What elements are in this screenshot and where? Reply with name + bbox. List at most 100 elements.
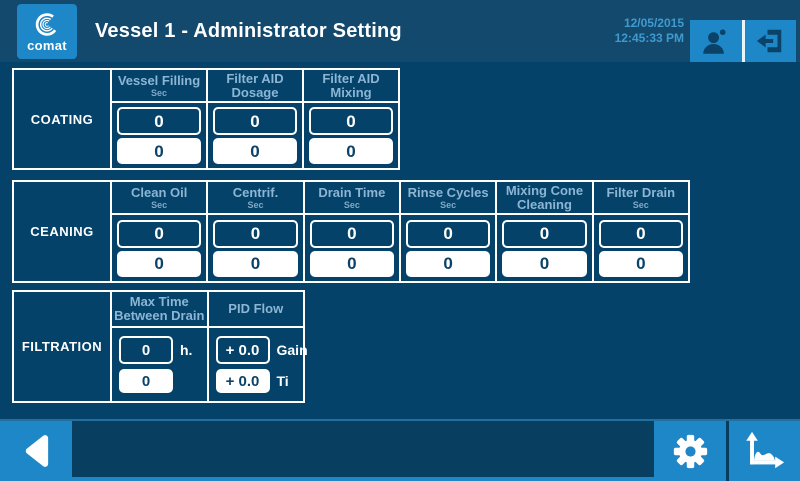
header-bar: comat Vessel 1 - Administrator Setting 1… bbox=[0, 0, 800, 62]
actual-value-field[interactable]: 0 bbox=[309, 250, 394, 277]
filtration-table: FILTRATION Max Time Between Drain 0 h. 0… bbox=[12, 290, 308, 403]
coating-table: COATING Vessel Filling Sec 0 0 Filter AI… bbox=[12, 68, 400, 170]
actual-value-field[interactable]: 0 bbox=[598, 250, 683, 277]
value-row: + 0.0 Ti bbox=[215, 369, 300, 393]
column-title: Filter Drain bbox=[606, 184, 676, 200]
coating-section-label: COATING bbox=[30, 111, 94, 127]
status-message-panel bbox=[72, 421, 654, 477]
filtration-col-max-time: Max Time Between Drain 0 h. 0 bbox=[110, 292, 207, 401]
column-header: Drain Time Sec bbox=[304, 182, 399, 215]
column-header: Max Time Between Drain bbox=[112, 292, 207, 328]
column-title: Vessel Filling bbox=[117, 72, 201, 88]
user-profile-icon bbox=[703, 28, 726, 54]
column-unit: Sec bbox=[632, 199, 649, 210]
column-title: PID Flow bbox=[228, 301, 284, 316]
trend-button[interactable] bbox=[729, 421, 800, 481]
column-values: 0 0 bbox=[401, 215, 495, 281]
setpoint-field[interactable]: 0 bbox=[117, 219, 202, 248]
page-title: Vessel 1 - Administrator Setting bbox=[95, 19, 402, 42]
setpoint-field[interactable]: 0 bbox=[502, 219, 587, 248]
setpoint-field[interactable]: 0 bbox=[117, 107, 201, 135]
back-button[interactable] bbox=[0, 421, 72, 481]
setpoint-field[interactable]: 0 bbox=[309, 219, 394, 248]
ceaning-section-label: CEANING bbox=[30, 224, 94, 239]
logout-icon bbox=[757, 29, 782, 53]
column-header: Rinse Cycles Sec bbox=[400, 182, 496, 215]
ceaning-col-centrif: Centrif. Sec 0 0 bbox=[206, 182, 303, 281]
filtration-section-label: FILTRATION bbox=[21, 339, 103, 354]
column-title: Drain Time bbox=[318, 184, 386, 200]
pid-ti-field[interactable]: + 0.0 bbox=[215, 369, 270, 393]
column-unit: Sec bbox=[150, 87, 167, 98]
header-button-group bbox=[690, 20, 796, 62]
ceaning-col-rinse-cycles: Rinse Cycles Sec 0 0 bbox=[398, 182, 496, 281]
column-header: Filter Drain Sec bbox=[593, 182, 688, 215]
column-values: 0 0 bbox=[305, 215, 399, 281]
column-title: Filter AID Dosage bbox=[226, 70, 284, 100]
date-text: 12/05/2015 bbox=[623, 16, 684, 30]
settings-button[interactable] bbox=[654, 421, 726, 481]
pid-gain-field[interactable]: + 0.0 bbox=[215, 336, 270, 364]
logo-text: comat bbox=[27, 38, 67, 53]
column-title: Clean Oil bbox=[130, 184, 188, 200]
column-title: Mixing Cone Cleaning bbox=[505, 182, 584, 212]
column-values: 0 0 bbox=[208, 215, 302, 281]
column-title: Rinse Cycles bbox=[407, 184, 489, 200]
column-header: Filter AID Mixing bbox=[304, 70, 398, 103]
actual-value-field[interactable]: 0 bbox=[117, 250, 202, 277]
actual-value-field[interactable]: 0 bbox=[405, 250, 491, 277]
gear-icon bbox=[673, 434, 707, 468]
unit-label: Ti bbox=[276, 373, 289, 389]
column-unit: Sec bbox=[440, 199, 457, 210]
column-values: 0 0 bbox=[112, 215, 206, 281]
footer-button-divider bbox=[726, 421, 729, 481]
setpoint-field[interactable]: 0 bbox=[213, 219, 298, 248]
column-values: 0 0 bbox=[304, 103, 398, 168]
column-values: 0 0 bbox=[497, 215, 591, 281]
logout-button[interactable] bbox=[744, 20, 796, 62]
actual-value-field[interactable]: 0 bbox=[502, 250, 587, 277]
column-unit: Sec bbox=[343, 199, 360, 210]
footer-separator-line bbox=[0, 419, 800, 421]
column-title: Centrif. bbox=[232, 184, 279, 200]
footer-bar bbox=[0, 421, 800, 481]
ceaning-table: CEANING Clean Oil Sec 0 0 Centrif. Sec 0… bbox=[12, 180, 690, 283]
column-header: Mixing Cone Cleaning bbox=[497, 182, 592, 215]
actual-value-field[interactable]: 0 bbox=[117, 138, 201, 164]
setpoint-field[interactable]: 0 bbox=[119, 336, 173, 364]
ceaning-col-clean-oil: Clean Oil Sec 0 0 bbox=[110, 182, 207, 281]
time-text: 12:45:33 PM bbox=[614, 31, 684, 45]
datetime-display: 12/05/2015 12:45:33 PM bbox=[615, 16, 684, 46]
ceaning-col-drain-time: Drain Time Sec 0 0 bbox=[302, 182, 399, 281]
trend-chart-icon bbox=[746, 431, 785, 468]
setpoint-field[interactable]: 0 bbox=[598, 219, 683, 248]
value-row: 0 bbox=[119, 369, 203, 393]
actual-value-field[interactable]: 0 bbox=[119, 369, 173, 393]
column-unit: Sec bbox=[247, 199, 264, 210]
column-title: Max Time Between Drain bbox=[114, 294, 205, 323]
column-header: Centrif. Sec bbox=[208, 182, 303, 215]
column-header: Vessel Filling Sec bbox=[112, 70, 206, 103]
column-header: Filter AID Dosage bbox=[208, 70, 302, 103]
back-icon bbox=[25, 435, 48, 467]
column-header: Clean Oil Sec bbox=[112, 182, 207, 215]
column-values: + 0.0 Gain + 0.0 Ti bbox=[209, 328, 308, 401]
coating-col-filter-aid-mixing: Filter AID Mixing 0 0 bbox=[302, 70, 398, 168]
coating-col-vessel-filling: Vessel Filling Sec 0 0 bbox=[110, 70, 206, 168]
setpoint-field[interactable]: 0 bbox=[309, 107, 393, 135]
value-row: + 0.0 Gain bbox=[215, 336, 308, 364]
ceaning-col-mixing-cone-cleaning: Mixing Cone Cleaning 0 0 bbox=[495, 182, 592, 281]
comat-logo: comat bbox=[17, 4, 77, 59]
actual-value-field[interactable]: 0 bbox=[213, 250, 298, 277]
column-title: Filter AID Mixing bbox=[322, 70, 380, 100]
value-row: 0 h. bbox=[119, 336, 203, 364]
actual-value-field[interactable]: 0 bbox=[309, 138, 393, 164]
user-profile-button[interactable] bbox=[690, 20, 742, 62]
coating-col-filter-aid-dosage: Filter AID Dosage 0 0 bbox=[206, 70, 302, 168]
column-values: 0 0 bbox=[208, 103, 302, 168]
comat-logo-icon bbox=[35, 13, 59, 36]
setpoint-field[interactable]: 0 bbox=[405, 219, 491, 248]
setpoint-field[interactable]: 0 bbox=[213, 107, 297, 135]
actual-value-field[interactable]: 0 bbox=[213, 138, 297, 164]
